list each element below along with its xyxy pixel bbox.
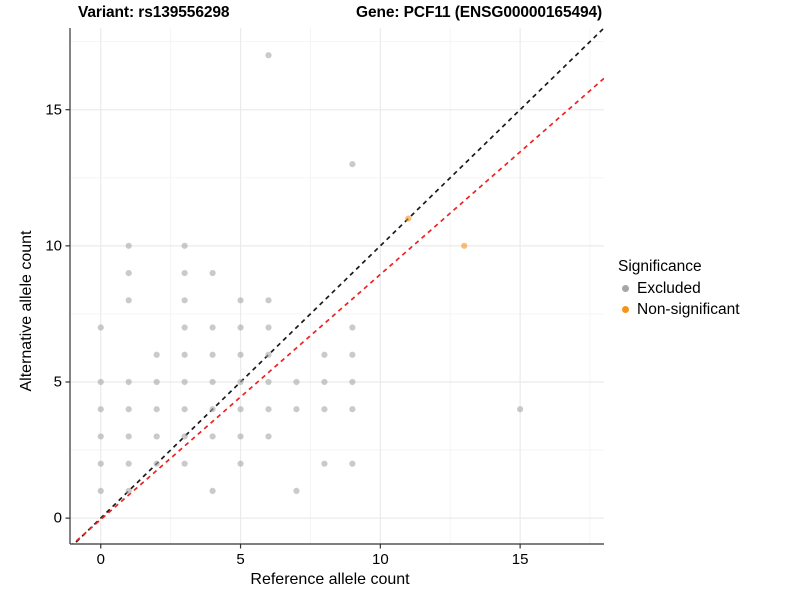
data-point	[125, 433, 132, 440]
data-point	[209, 378, 216, 386]
data-point	[153, 460, 160, 467]
data-point	[97, 378, 104, 386]
data-point	[209, 406, 216, 413]
data-point	[237, 433, 244, 440]
data-point	[209, 433, 216, 440]
title-row: Variant: rs139556298 Gene: PCF11 (ENSG00…	[0, 0, 800, 30]
scatter-plot-svg	[70, 28, 604, 544]
data-point	[153, 433, 160, 440]
data-point	[153, 351, 160, 358]
legend-items: Excluded Non-significant	[618, 278, 793, 320]
gene-title: Gene: PCF11 (ENSG00000165494)	[356, 4, 603, 21]
data-point	[237, 378, 244, 386]
data-point	[181, 460, 188, 467]
variant-title: Variant: rs139556298	[78, 4, 230, 21]
data-point	[181, 378, 188, 386]
data-point	[181, 406, 188, 413]
identity-line	[72, 28, 604, 544]
legend-key-swatch	[621, 306, 629, 313]
data-point	[321, 460, 328, 467]
data-point	[265, 378, 272, 386]
y-tick-label: 0	[53, 509, 62, 527]
data-point	[265, 433, 272, 440]
data-point	[125, 406, 132, 413]
data-point	[349, 351, 356, 358]
panel-background	[70, 28, 604, 544]
legend-item-label: Excluded	[637, 279, 701, 297]
data-point	[265, 351, 272, 358]
y-tick-label: 10	[45, 237, 62, 255]
data-point	[97, 433, 104, 440]
data-point	[97, 460, 104, 467]
data-point	[349, 460, 356, 467]
data-point	[293, 487, 300, 495]
legend-item-label: Non-significant	[637, 300, 740, 318]
data-point	[349, 406, 356, 413]
series-excluded	[97, 52, 524, 495]
y-axis-label: Alternative allele count	[18, 230, 35, 392]
data-point	[153, 406, 160, 413]
series-non-significant	[405, 215, 468, 249]
data-point	[125, 242, 132, 249]
x-tick-label: 0	[96, 551, 105, 568]
data-point	[181, 351, 188, 358]
x-tick-label: 10	[371, 551, 389, 568]
data-point	[181, 324, 188, 331]
circle-marker-icon	[618, 303, 632, 317]
data-point	[181, 242, 188, 249]
data-point	[237, 351, 244, 358]
data-point	[125, 460, 132, 467]
circle-marker-icon	[618, 282, 632, 296]
y-tick-label: 5	[53, 373, 62, 391]
legend-item[interactable]: Non-significant	[618, 299, 793, 320]
data-point	[321, 378, 328, 386]
data-point	[237, 297, 244, 304]
data-point	[237, 460, 244, 467]
x-axis-label: Reference allele count	[250, 571, 410, 588]
data-point	[349, 378, 356, 386]
data-point	[97, 487, 104, 495]
legend: Significance Excluded Non-significant	[618, 258, 793, 320]
data-point	[405, 215, 412, 222]
data-point	[153, 378, 160, 386]
data-point	[125, 487, 132, 495]
data-point	[237, 406, 244, 413]
reference-lines	[71, 28, 604, 544]
data-point	[461, 242, 468, 249]
y-tick-label: 15	[45, 101, 62, 119]
data-points	[97, 52, 524, 495]
data-point	[181, 297, 188, 304]
data-point	[237, 324, 244, 331]
data-point	[125, 297, 132, 304]
data-point	[517, 406, 524, 413]
data-point	[209, 324, 216, 331]
data-point	[321, 406, 328, 413]
x-tick-label: 5	[236, 551, 245, 568]
data-point	[125, 269, 132, 277]
data-point	[349, 161, 356, 168]
data-point	[265, 297, 272, 304]
data-point	[181, 269, 188, 277]
legend-item[interactable]: Excluded	[618, 278, 793, 299]
data-point	[293, 378, 300, 386]
data-point	[209, 269, 216, 277]
legend-key-swatch	[621, 285, 629, 292]
data-point	[125, 378, 132, 386]
data-point	[321, 351, 328, 358]
data-point	[265, 324, 272, 331]
data-point	[181, 433, 188, 440]
data-point	[349, 324, 356, 331]
data-point	[293, 406, 300, 413]
data-point	[265, 406, 272, 413]
data-point	[209, 487, 216, 495]
data-point	[97, 406, 104, 413]
x-tick-label: 15	[511, 551, 529, 568]
data-point	[265, 52, 272, 59]
legend-title: Significance	[618, 258, 702, 275]
data-point	[209, 351, 216, 358]
data-point	[97, 324, 104, 331]
plot-panel	[70, 28, 604, 544]
grid-minor	[70, 28, 604, 544]
